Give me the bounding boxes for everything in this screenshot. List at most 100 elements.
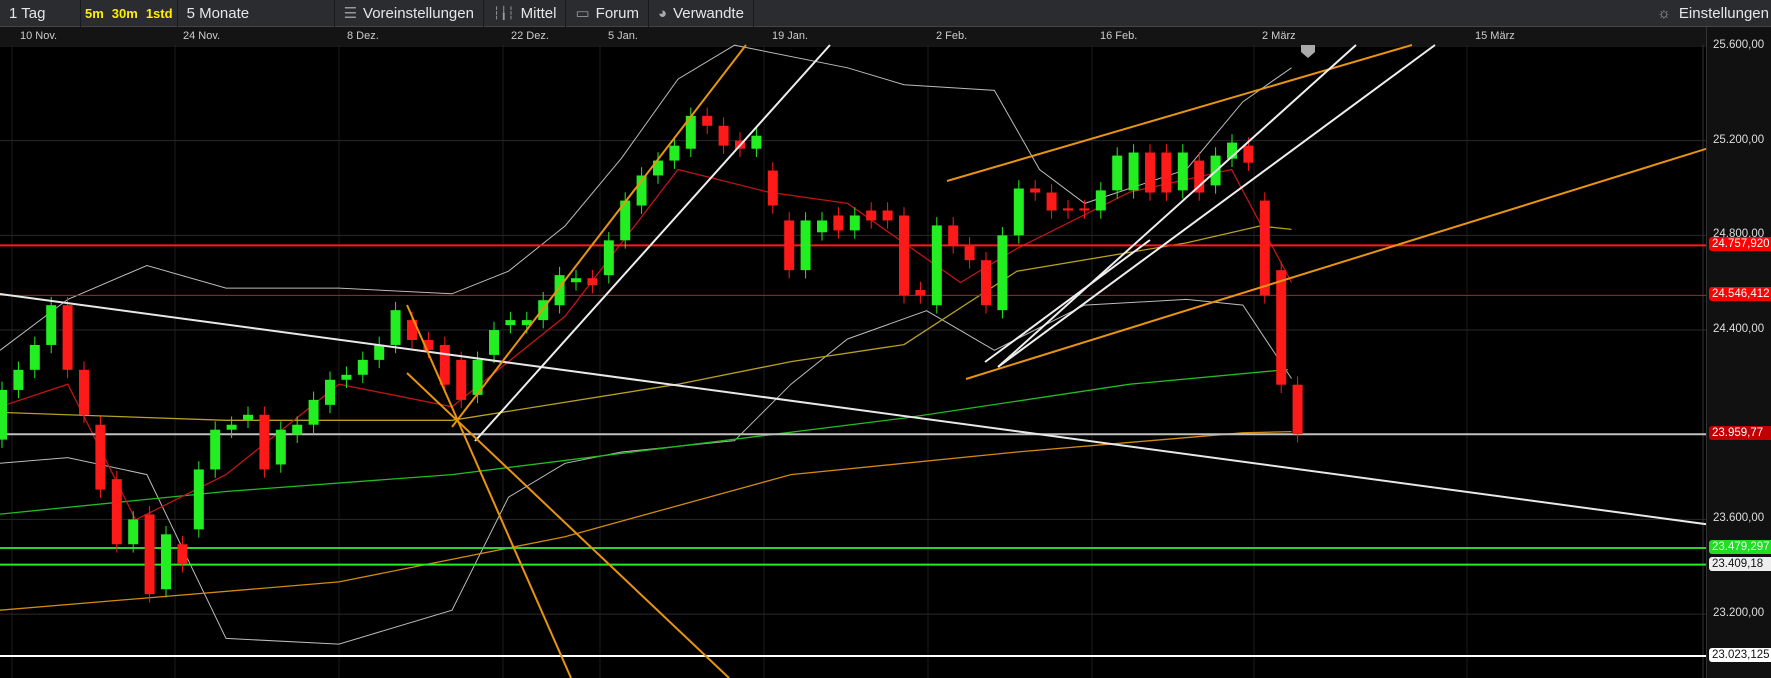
toolbar: 1 Tag 5m 30m 1std 5 Monate ☰ Voreinstellu… xyxy=(0,0,1771,27)
candle-up xyxy=(1227,142,1237,159)
x-tick-label: 2 Feb. xyxy=(936,30,968,42)
indicators-label: Mittel xyxy=(520,4,557,22)
x-tick-label: 15 März xyxy=(1475,30,1515,42)
period-select[interactable]: 1 Tag xyxy=(0,0,81,27)
candle-up xyxy=(1128,152,1139,191)
presets-button[interactable]: ☰ Voreinstellungen xyxy=(335,0,484,27)
candle-up xyxy=(226,424,237,430)
related-button[interactable]: ◕ Verwandte xyxy=(649,0,754,27)
candle-down xyxy=(423,339,434,350)
interval-1std[interactable]: 1std xyxy=(142,0,178,27)
channel-lower xyxy=(965,147,1706,380)
candle-up xyxy=(538,300,549,321)
candle-down xyxy=(587,278,598,286)
range-select[interactable]: 5 Monate xyxy=(178,0,335,27)
candle-up xyxy=(193,469,204,530)
candle-up xyxy=(13,369,24,390)
price-chart[interactable] xyxy=(0,0,1706,678)
candle-up xyxy=(571,278,581,283)
price-level-tag: 23.959,77 xyxy=(1709,426,1771,441)
candle-down xyxy=(1161,152,1172,193)
price-level-tag: 23.409,18 xyxy=(1709,556,1771,571)
price-level-tag: 24.546,412 xyxy=(1709,287,1771,302)
candle-up xyxy=(390,310,401,345)
ma-green xyxy=(0,368,1289,515)
candle-up xyxy=(849,215,860,231)
candle-up xyxy=(521,320,532,326)
candle-up xyxy=(1112,155,1123,191)
candle-down xyxy=(948,225,959,246)
candle-down xyxy=(1292,384,1303,435)
presets-label: Voreinstellungen xyxy=(363,4,474,22)
interval-5m[interactable]: 5m xyxy=(85,5,104,21)
candle-down xyxy=(62,305,73,370)
candle-up xyxy=(292,424,303,435)
candle-down xyxy=(1079,208,1090,211)
candle-down xyxy=(439,344,450,385)
candle-down xyxy=(95,424,106,490)
x-tick-label: 8 Dez. xyxy=(347,30,379,42)
candle-up xyxy=(341,374,352,380)
candle-down xyxy=(1030,188,1041,193)
candle-up xyxy=(653,160,663,176)
y-tick-label: 25.600,00 xyxy=(1713,39,1765,51)
candle-up xyxy=(275,429,286,465)
gear-icon: ☼ xyxy=(1657,5,1671,22)
candle-down xyxy=(144,514,155,595)
candle-down xyxy=(882,210,893,221)
bollinger-lower xyxy=(0,298,1292,645)
settings-button[interactable]: ☼ Einstellungen xyxy=(1657,0,1771,27)
candle-down xyxy=(1194,160,1205,193)
date-axis: 10 Nov. 24 Nov. 8 Dez. 22 Dez. 5 Jan. 19 Jan.… xyxy=(0,27,1706,45)
x-tick-label: 22 Dez. xyxy=(511,30,549,42)
rally-orange xyxy=(451,44,747,428)
candle-up xyxy=(751,135,762,149)
candle-down xyxy=(866,210,877,221)
trendline-down xyxy=(0,293,1706,526)
forum-button[interactable]: ▭ Forum xyxy=(566,0,649,27)
candle-down xyxy=(1063,208,1073,211)
sliders-icon: ☰ xyxy=(343,5,358,22)
x-tick-label: 10 Nov. xyxy=(20,30,58,42)
candle-down xyxy=(1243,145,1254,163)
candle-down xyxy=(981,260,991,306)
candle-down xyxy=(964,245,975,261)
indicators-button[interactable]: ┆╽┆ Mittel xyxy=(484,0,567,27)
candle-up xyxy=(325,379,335,405)
candle-up xyxy=(685,115,696,149)
price-axis[interactable]: 25.600,00 25.200,00 24.800,00 24.400,00 23.6… xyxy=(1706,27,1771,678)
trendline-up-1 xyxy=(997,44,1357,368)
candle-down xyxy=(1259,200,1270,296)
candle-up xyxy=(46,305,57,345)
channel-upper xyxy=(946,44,1413,182)
related-label: Verwandte xyxy=(673,4,744,22)
y-tick-label: 23.600,00 xyxy=(1713,512,1765,525)
price-level-tag: 23.479,297 xyxy=(1709,539,1771,554)
fan-orange-2 xyxy=(406,372,730,678)
candle-down xyxy=(259,414,270,470)
fan-orange-1 xyxy=(406,304,572,678)
candle-down xyxy=(915,290,926,296)
candle-down xyxy=(111,479,122,545)
candle-up xyxy=(128,519,139,545)
candle-up xyxy=(1095,190,1106,211)
x-tick-label: 19 Jan. xyxy=(772,30,809,42)
candle-down xyxy=(1276,270,1287,385)
candle-up xyxy=(29,344,40,370)
related-icon: ◕ xyxy=(658,4,668,22)
rally-white xyxy=(474,44,831,442)
interval-30m[interactable]: 30m xyxy=(111,5,138,21)
trendline-up-3 xyxy=(984,239,1151,363)
candle-up xyxy=(243,414,253,420)
candle-up xyxy=(472,359,483,395)
candle-up xyxy=(0,389,7,440)
candlestick-icon: ┆╽┆ xyxy=(492,6,515,20)
candle-down xyxy=(718,125,729,146)
candle-up xyxy=(997,235,1008,311)
forum-label: Forum xyxy=(595,4,639,22)
ma-red xyxy=(0,168,1293,521)
ma-orange xyxy=(0,430,1292,611)
candle-up xyxy=(603,240,614,276)
candle-down xyxy=(767,170,778,206)
y-tick-label: 24.400,00 xyxy=(1713,323,1765,336)
